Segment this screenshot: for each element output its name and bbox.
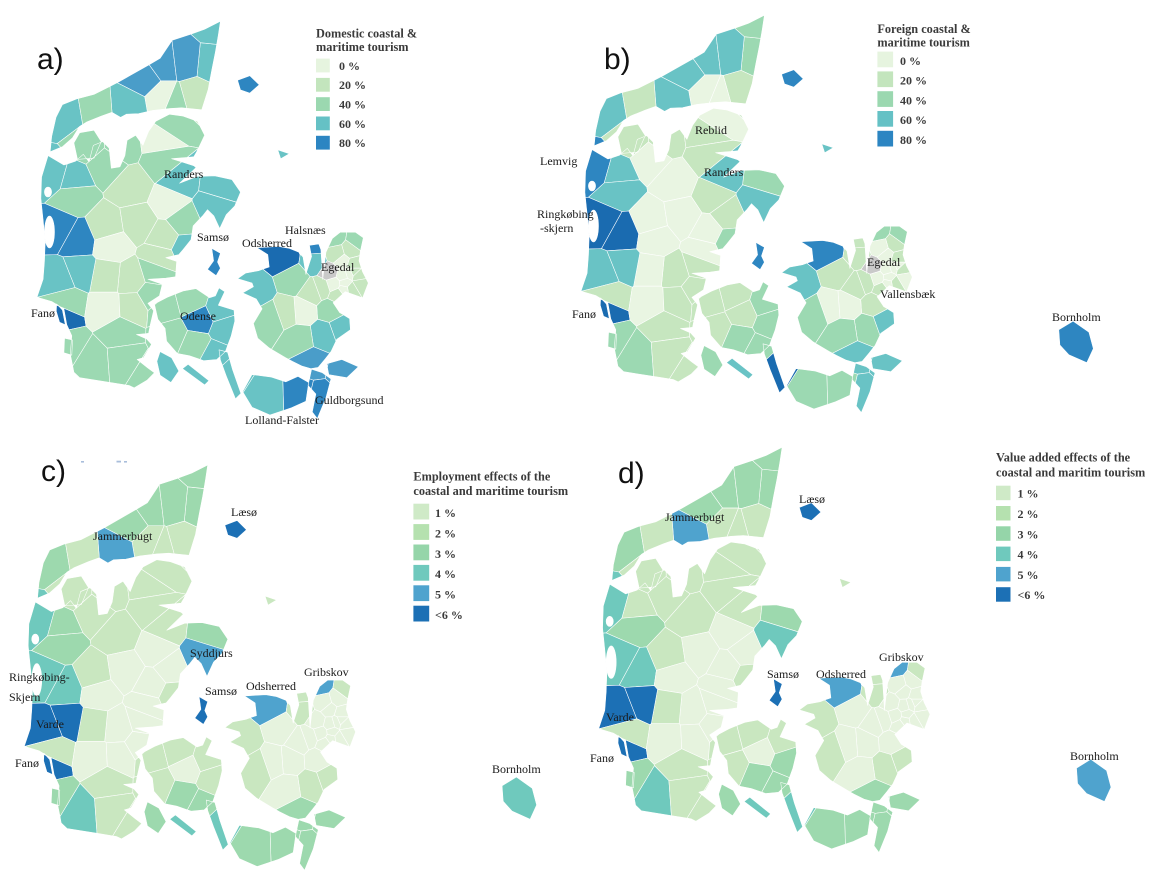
- svg-text:Bornholm: Bornholm: [1052, 310, 1101, 324]
- svg-text:1 %: 1 %: [1018, 487, 1039, 501]
- svg-text:0 %: 0 %: [900, 54, 921, 68]
- svg-text:2 %: 2 %: [435, 526, 456, 540]
- svg-text:Jammerbugt: Jammerbugt: [665, 510, 725, 524]
- svg-text:80 %: 80 %: [339, 136, 366, 150]
- svg-text:Odsherred: Odsherred: [246, 679, 296, 693]
- svg-text:Samsø: Samsø: [197, 230, 229, 244]
- svg-text:b): b): [604, 43, 631, 76]
- svg-text:Domestic coastal &: Domestic coastal &: [316, 27, 417, 41]
- svg-text:1 %: 1 %: [435, 506, 456, 520]
- svg-text:Gribskov: Gribskov: [879, 650, 924, 664]
- svg-text:60 %: 60 %: [900, 113, 927, 127]
- svg-text:Ringkøbing-: Ringkøbing-: [9, 670, 70, 684]
- svg-text:Lolland-Falster: Lolland-Falster: [245, 413, 319, 427]
- svg-text:80 %: 80 %: [900, 133, 927, 147]
- svg-text:Egedal: Egedal: [867, 255, 901, 269]
- svg-text:5 %: 5 %: [1018, 568, 1039, 582]
- svg-text:<6 %: <6 %: [1018, 588, 1046, 602]
- svg-text:d): d): [618, 457, 645, 490]
- svg-text:Guldborgsund: Guldborgsund: [315, 393, 383, 407]
- svg-text:3 %: 3 %: [435, 547, 456, 561]
- svg-text:Samsø: Samsø: [205, 684, 237, 698]
- svg-text:40 %: 40 %: [900, 93, 927, 107]
- svg-text:Læsø: Læsø: [799, 492, 825, 506]
- svg-text:Ringkøbing: Ringkøbing: [537, 207, 594, 221]
- svg-text:Reblid: Reblid: [695, 123, 727, 137]
- svg-text:40 %: 40 %: [339, 98, 366, 112]
- svg-text:2 %: 2 %: [1018, 507, 1039, 521]
- svg-text:-skjern: -skjern: [540, 221, 573, 235]
- svg-text:Randers: Randers: [164, 167, 204, 181]
- svg-text:Fanø: Fanø: [15, 756, 39, 770]
- svg-text:Jammerbugt: Jammerbugt: [93, 529, 153, 543]
- svg-text:Fanø: Fanø: [31, 306, 55, 320]
- svg-text:Egedal: Egedal: [321, 260, 355, 274]
- svg-text:coastal and maritime tourism: coastal and maritime tourism: [413, 484, 568, 498]
- svg-text:Fanø: Fanø: [590, 751, 614, 765]
- svg-text:Bornholm: Bornholm: [492, 762, 541, 776]
- svg-text:Skjern: Skjern: [9, 690, 40, 704]
- svg-text:Odense: Odense: [180, 309, 216, 323]
- svg-text:Fanø: Fanø: [572, 307, 596, 321]
- svg-text:Vallensbæk: Vallensbæk: [880, 287, 935, 301]
- svg-text:maritime tourism: maritime tourism: [877, 36, 970, 50]
- svg-text:4 %: 4 %: [435, 567, 456, 581]
- svg-text:maritime tourism: maritime tourism: [316, 40, 409, 54]
- svg-text:Foreign coastal &: Foreign coastal &: [877, 22, 970, 36]
- svg-text:coastal and maritim tourism: coastal and maritim tourism: [996, 466, 1146, 480]
- svg-text:0 %: 0 %: [339, 59, 360, 73]
- svg-text:Varde: Varde: [36, 717, 64, 731]
- svg-text:c): c): [41, 455, 66, 488]
- svg-text:Bornholm: Bornholm: [1070, 749, 1119, 763]
- svg-text:Syddjurs: Syddjurs: [190, 646, 233, 660]
- svg-text:Samsø: Samsø: [767, 667, 799, 681]
- svg-text:20 %: 20 %: [900, 74, 927, 88]
- svg-text:Odsherred: Odsherred: [242, 236, 292, 250]
- svg-text:Value added effects of the: Value added effects of the: [996, 451, 1131, 465]
- svg-text:Randers: Randers: [704, 165, 744, 179]
- svg-text:<6 %: <6 %: [435, 608, 463, 622]
- svg-text:Halsnæs: Halsnæs: [285, 223, 326, 237]
- svg-text:5 %: 5 %: [435, 588, 456, 602]
- svg-text:Varde: Varde: [606, 710, 634, 724]
- svg-text:3 %: 3 %: [1018, 527, 1039, 541]
- svg-text:20 %: 20 %: [339, 78, 366, 92]
- svg-text:Læsø: Læsø: [231, 505, 257, 519]
- svg-text:Employment effects of the: Employment effects of the: [413, 470, 550, 484]
- svg-text:60 %: 60 %: [339, 117, 366, 131]
- svg-text:4 %: 4 %: [1018, 548, 1039, 562]
- svg-text:Gribskov: Gribskov: [304, 665, 349, 679]
- svg-text:Lemvig: Lemvig: [540, 154, 577, 168]
- svg-text:Odsherred: Odsherred: [816, 667, 866, 681]
- svg-text:a): a): [37, 43, 64, 76]
